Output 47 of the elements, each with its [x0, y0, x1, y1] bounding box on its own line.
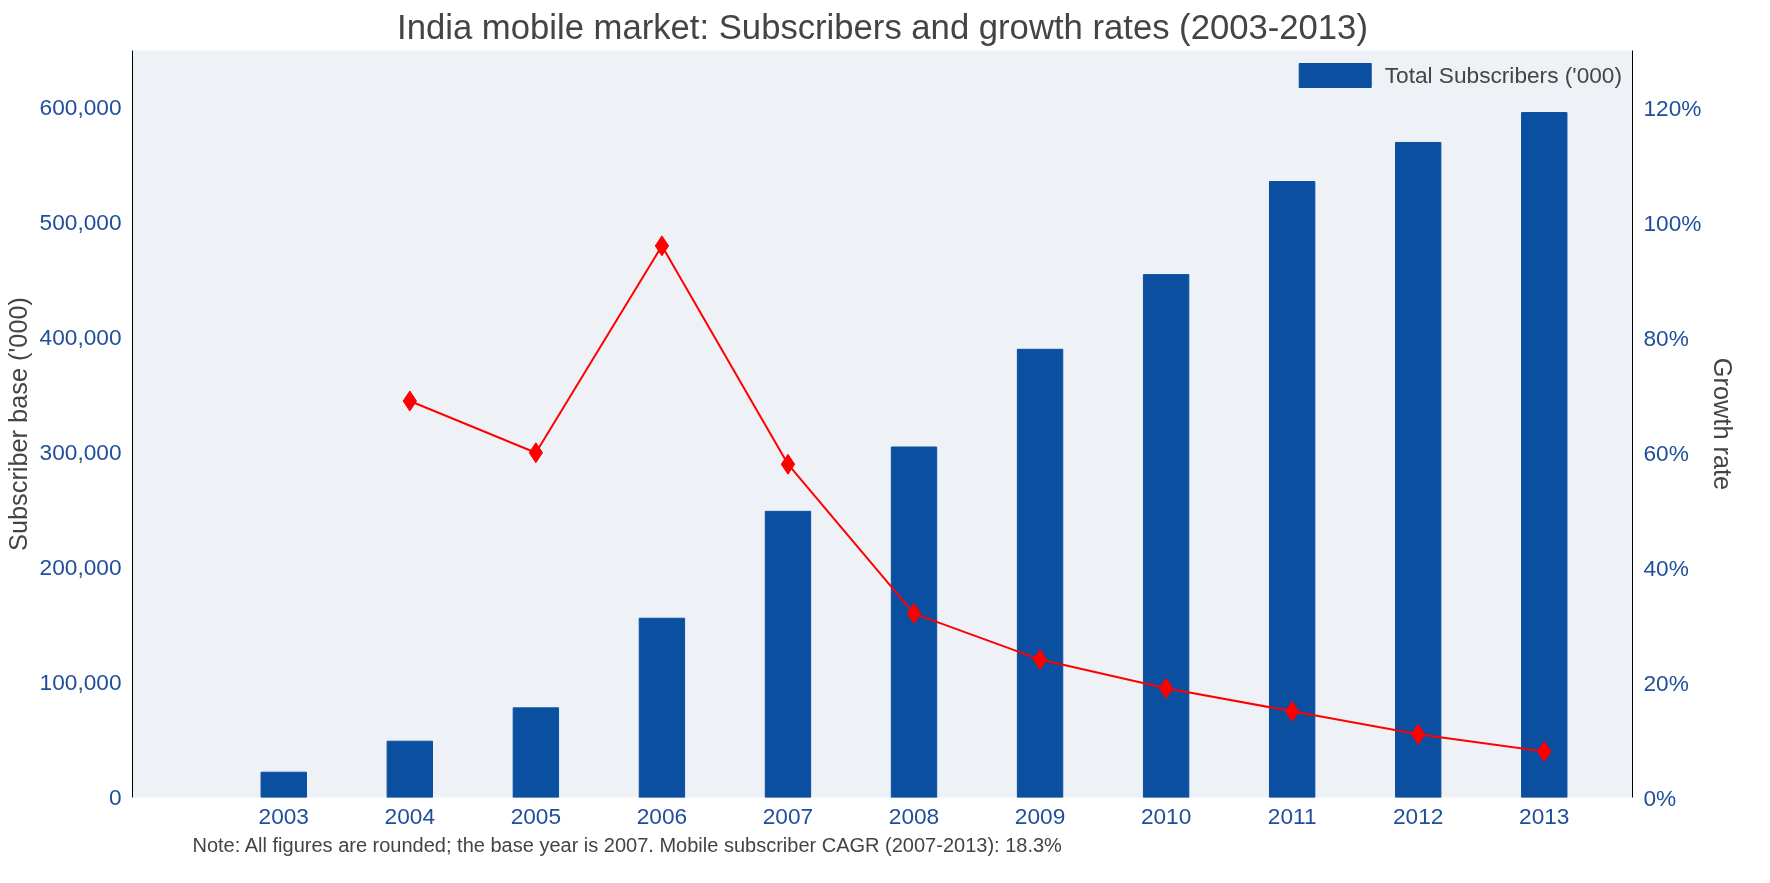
x-tick-label: 2012	[1393, 802, 1444, 829]
legend-label: Total Subscribers ('000)	[1384, 61, 1622, 89]
point	[654, 235, 670, 257]
y2-tick-label: 20%	[1643, 669, 1689, 696]
bar	[764, 510, 812, 798]
x-tick-label: 2006	[636, 802, 688, 829]
bar	[1521, 112, 1568, 798]
bar	[512, 707, 560, 798]
y2-tick-label: 40%	[1643, 554, 1689, 581]
y2-tick-label: 100%	[1643, 209, 1702, 236]
y-axis-title: Subscriber base ('000)	[3, 296, 32, 552]
point	[780, 453, 796, 475]
y-tick-label: 400,000	[39, 324, 122, 351]
y-tick-label: 200,000	[39, 554, 122, 581]
x-tick-label: 2004	[384, 802, 436, 829]
bar	[1016, 348, 1064, 798]
bar	[638, 617, 686, 798]
x-tick-label: 2003	[258, 802, 309, 829]
point	[1158, 677, 1174, 699]
x-tick-label: 2010	[1140, 802, 1192, 829]
bar	[1142, 274, 1190, 798]
y-tick-label: 0	[108, 784, 122, 810]
x-tick-label: 2011	[1267, 802, 1317, 829]
y-tick-label: 100,000	[39, 669, 122, 696]
x-tick-label: 2013	[1519, 802, 1570, 829]
point	[1032, 649, 1048, 671]
bar	[260, 771, 307, 798]
bar	[386, 740, 433, 798]
bar	[890, 446, 938, 798]
x-tick-label: 2008	[888, 802, 940, 829]
y2-tick-label: 120%	[1643, 94, 1702, 121]
x-tick-label: 2009	[1014, 802, 1066, 829]
y-tick-label: 600,000	[39, 94, 122, 121]
y2-tick-label: 80%	[1643, 324, 1689, 351]
y-tick-label: 300,000	[39, 439, 122, 466]
x-tick-label: 2007	[762, 802, 814, 829]
point	[906, 603, 922, 625]
point	[528, 442, 544, 464]
chart-title: India mobile market: Subscribers and growth rates (2003-2013)	[397, 7, 1368, 46]
x-tick-label: 2005	[510, 802, 562, 829]
y2-tick-label: 0%	[1643, 784, 1677, 811]
y-tick-label: 500,000	[39, 209, 122, 236]
bar	[1395, 141, 1442, 798]
y2-tick-label: 60%	[1643, 439, 1689, 466]
y2-axis-title: Growth rate	[1709, 357, 1738, 491]
bar	[1268, 181, 1316, 798]
text: Note: All figures are rounded; the base year is 2007. Mobile subscriber CAGR (2007-2013): 18.3%	[192, 833, 1063, 856]
